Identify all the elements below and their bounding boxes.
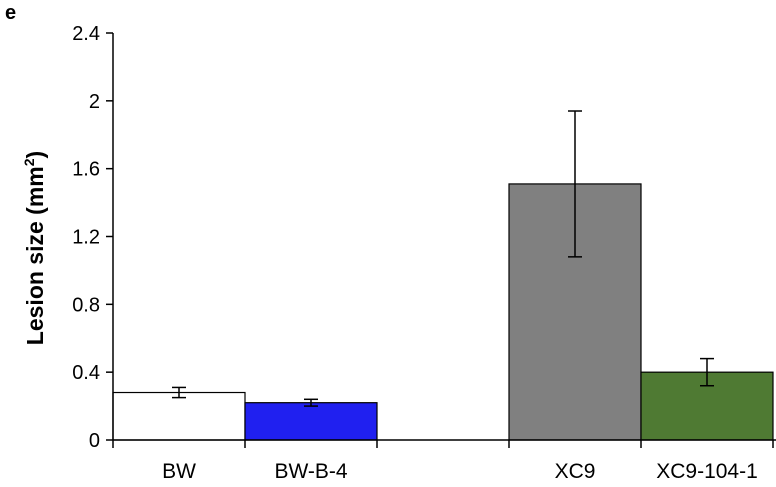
x-label-bw-b-4: BW-B-4 <box>274 460 347 483</box>
error-bars <box>172 110 714 407</box>
error-bar-bw-b-4 <box>304 398 318 407</box>
y-tick-label-2: 0.8 <box>72 294 100 316</box>
y-axis-title-superscript: 2 <box>21 158 37 166</box>
x-axis-ticks <box>112 440 774 448</box>
y-axis-title: Lesion size (mm2) <box>21 151 48 345</box>
y-tick-label-3: 1.2 <box>72 227 100 249</box>
svg-text:Lesion size (mm2): Lesion size (mm2) <box>21 151 48 345</box>
y-axis-title-close: ) <box>22 151 48 159</box>
error-bar-xc9-104-1 <box>700 357 714 387</box>
y-tick-label-4: 1.6 <box>72 159 100 181</box>
error-bar-bw <box>172 386 186 399</box>
x-label-xc9: XC9 <box>555 460 596 483</box>
y-tick-label-5: 2 <box>89 91 100 113</box>
x-axis-labels: BW BW-B-4 XC9 XC9-104-1 <box>162 460 758 483</box>
y-tick-label-6: 2.4 <box>72 23 100 45</box>
bar-bw <box>112 391 246 441</box>
x-label-bw: BW <box>162 460 196 483</box>
bar-bw-b-4 <box>244 402 378 441</box>
y-tick-label-1: 0.4 <box>72 362 100 384</box>
y-tick-label-0: 0 <box>89 430 100 452</box>
x-label-xc9-104-1: XC9-104-1 <box>656 460 758 483</box>
panel-label: e <box>5 2 17 24</box>
bars <box>112 183 774 441</box>
y-axis-ticks: 0 0.4 0.8 1.2 1.6 2 2.4 <box>72 23 113 452</box>
y-axis-title-text: Lesion size (mm <box>22 166 48 345</box>
error-bar-xc9 <box>568 110 582 258</box>
